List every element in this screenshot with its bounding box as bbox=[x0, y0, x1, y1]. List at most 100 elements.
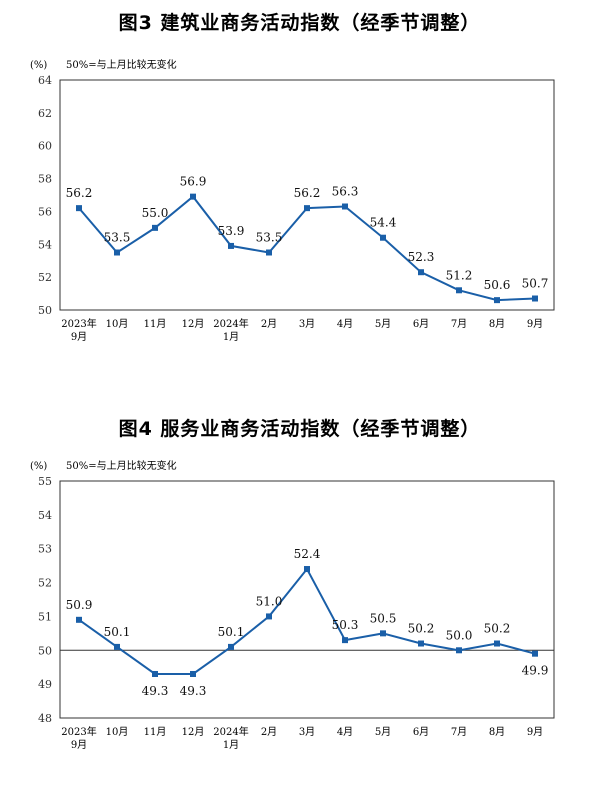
data-point bbox=[532, 650, 538, 657]
data-label: 50.7 bbox=[522, 277, 549, 291]
data-point bbox=[304, 205, 310, 212]
x-tick-label: 9月 bbox=[71, 331, 87, 343]
x-tick-label: 2023年 bbox=[61, 725, 96, 738]
x-tick-label: 3月 bbox=[299, 726, 315, 738]
x-tick-label: 8月 bbox=[489, 318, 505, 330]
data-label: 50.0 bbox=[446, 628, 473, 642]
data-label: 50.1 bbox=[218, 625, 245, 639]
data-point bbox=[532, 295, 538, 302]
x-tick-label: 5月 bbox=[375, 318, 391, 330]
data-label: 56.2 bbox=[294, 186, 321, 200]
data-label: 50.5 bbox=[370, 611, 397, 625]
x-tick-label: 8月 bbox=[489, 726, 505, 738]
data-point bbox=[152, 224, 158, 231]
chart-title: 图4 服务业商务活动指数（经季节调整） bbox=[118, 418, 481, 440]
y-tick-label: 48 bbox=[38, 712, 52, 725]
x-tick-label: 10月 bbox=[106, 726, 129, 738]
x-tick-label: 2024年 bbox=[213, 725, 248, 738]
x-tick-label: 2023年 bbox=[61, 317, 96, 330]
data-label: 50.9 bbox=[66, 598, 93, 612]
data-point bbox=[418, 640, 424, 647]
y-tick-label: 54 bbox=[38, 509, 52, 522]
data-point bbox=[342, 203, 348, 210]
data-point bbox=[494, 640, 500, 647]
x-tick-label: 6月 bbox=[413, 726, 429, 738]
data-point bbox=[114, 249, 120, 256]
x-tick-label: 12月 bbox=[182, 318, 205, 330]
data-point bbox=[418, 269, 424, 276]
data-label: 51.2 bbox=[446, 268, 473, 282]
plot-frame bbox=[59, 480, 555, 719]
x-tick-label: 4月 bbox=[337, 318, 353, 330]
y-tick-label: 52 bbox=[38, 577, 52, 590]
data-point bbox=[380, 234, 386, 241]
y-tick-label: 54 bbox=[38, 238, 52, 251]
y-tick-label: 64 bbox=[38, 74, 52, 87]
note-label: 50%=与上月比较无变化 bbox=[66, 58, 177, 71]
unit-label: (%) bbox=[30, 461, 47, 472]
data-label: 50.6 bbox=[484, 278, 511, 292]
data-point bbox=[342, 637, 348, 644]
y-tick-label: 55 bbox=[38, 475, 52, 488]
data-point bbox=[304, 566, 310, 573]
data-label: 52.4 bbox=[294, 547, 321, 561]
x-tick-label: 2月 bbox=[261, 318, 277, 330]
services-line-chart: (%) 50%=与上月比较无变化48495051525354552023年9月10… bbox=[30, 459, 555, 751]
data-point bbox=[494, 297, 500, 304]
data-label: 49.3 bbox=[142, 684, 169, 698]
y-tick-label: 56 bbox=[38, 205, 52, 218]
data-label: 53.5 bbox=[104, 231, 131, 245]
data-point bbox=[228, 242, 234, 249]
data-point bbox=[380, 630, 386, 637]
data-label: 54.4 bbox=[370, 216, 397, 230]
x-tick-label: 1月 bbox=[223, 739, 239, 751]
data-label: 49.9 bbox=[522, 664, 549, 678]
x-tick-label: 2024年 bbox=[213, 317, 248, 330]
data-label: 50.1 bbox=[104, 625, 131, 639]
data-label: 51.0 bbox=[256, 594, 283, 608]
x-tick-label: 6月 bbox=[413, 318, 429, 330]
data-label: 55.0 bbox=[142, 206, 169, 220]
construction-chart: 图3 建筑业商务活动指数（经季节调整） (%) 50%=与上月比较无变化 50 52 5… bbox=[0, 0, 599, 370]
x-tick-label: 1月 bbox=[223, 331, 239, 343]
x-tick-label: 12月 bbox=[182, 726, 205, 738]
y-tick-label: 51 bbox=[38, 610, 52, 623]
x-tick-label: 9月 bbox=[71, 739, 87, 751]
x-tick-label: 2月 bbox=[261, 726, 277, 738]
x-tick-label: 7月 bbox=[451, 318, 467, 330]
data-label: 52.3 bbox=[408, 250, 435, 264]
chart-title: 图3 建筑业商务活动指数（经季节调整） bbox=[118, 12, 481, 34]
services-chart: 图4 服务业商务活动指数（经季节调整） (%) 50%=与上月比较无变化 48 49 5… bbox=[0, 400, 599, 762]
y-tick-label: 49 bbox=[38, 678, 52, 691]
data-label: 56.9 bbox=[180, 175, 207, 189]
data-label: 53.5 bbox=[256, 231, 283, 245]
data-point bbox=[190, 193, 196, 200]
x-tick-label: 9月 bbox=[527, 726, 543, 738]
x-tick-label: 3月 bbox=[299, 318, 315, 330]
data-point bbox=[266, 613, 272, 620]
data-point bbox=[190, 670, 196, 677]
data-label: 49.3 bbox=[180, 684, 207, 698]
x-tick-label: 7月 bbox=[451, 726, 467, 738]
construction-line-chart: (%) 50%=与上月比较无变化50525456586062642023年9月10… bbox=[30, 58, 555, 343]
data-label: 50.2 bbox=[408, 622, 435, 636]
x-tick-label: 10月 bbox=[106, 318, 129, 330]
x-tick-label: 9月 bbox=[527, 318, 543, 330]
data-point bbox=[152, 670, 158, 677]
y-tick-label: 60 bbox=[38, 140, 52, 153]
data-point bbox=[76, 616, 82, 623]
y-tick-label: 53 bbox=[38, 543, 52, 556]
y-tick-label: 62 bbox=[38, 107, 52, 120]
x-tick-label: 11月 bbox=[144, 726, 167, 738]
x-tick-label: 11月 bbox=[144, 318, 167, 330]
data-point bbox=[456, 647, 462, 654]
y-tick-label: 52 bbox=[38, 271, 52, 284]
y-tick-label: 50 bbox=[38, 644, 52, 657]
x-tick-label: 4月 bbox=[337, 726, 353, 738]
data-point bbox=[266, 249, 272, 256]
data-label: 50.2 bbox=[484, 622, 511, 636]
data-point bbox=[114, 643, 120, 650]
plot-frame bbox=[59, 79, 555, 311]
data-label: 56.3 bbox=[332, 185, 359, 199]
y-tick-label: 50 bbox=[38, 304, 52, 317]
